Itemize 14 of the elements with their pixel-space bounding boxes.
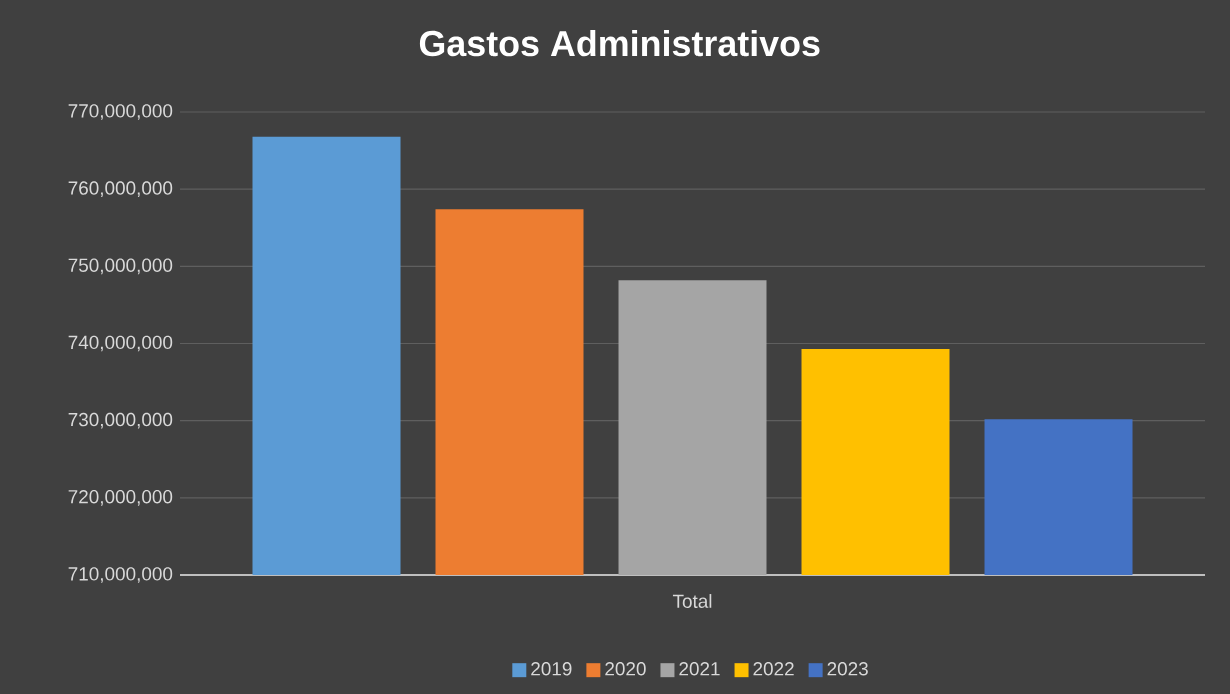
legend-label: 2022 bbox=[753, 662, 794, 676]
legend-label: 2020 bbox=[605, 662, 646, 676]
y-tick-label: 750,000,000 bbox=[68, 258, 173, 275]
legend-label: 2023 bbox=[827, 662, 868, 676]
y-tick-label: 740,000,000 bbox=[68, 335, 173, 352]
chart-title: Gastos Administrativos bbox=[419, 29, 820, 57]
y-tick-label: 760,000,000 bbox=[68, 181, 173, 198]
legend-label: 2021 bbox=[679, 662, 720, 676]
x-tick-label: Total bbox=[672, 594, 712, 608]
y-tick-label: 710,000,000 bbox=[68, 567, 173, 583]
y-tick-label: 730,000,000 bbox=[68, 412, 173, 429]
legend-label: 2019 bbox=[531, 662, 572, 676]
y-tick-label: 720,000,000 bbox=[68, 490, 173, 506]
y-tick-label: 770,000,000 bbox=[68, 104, 173, 120]
